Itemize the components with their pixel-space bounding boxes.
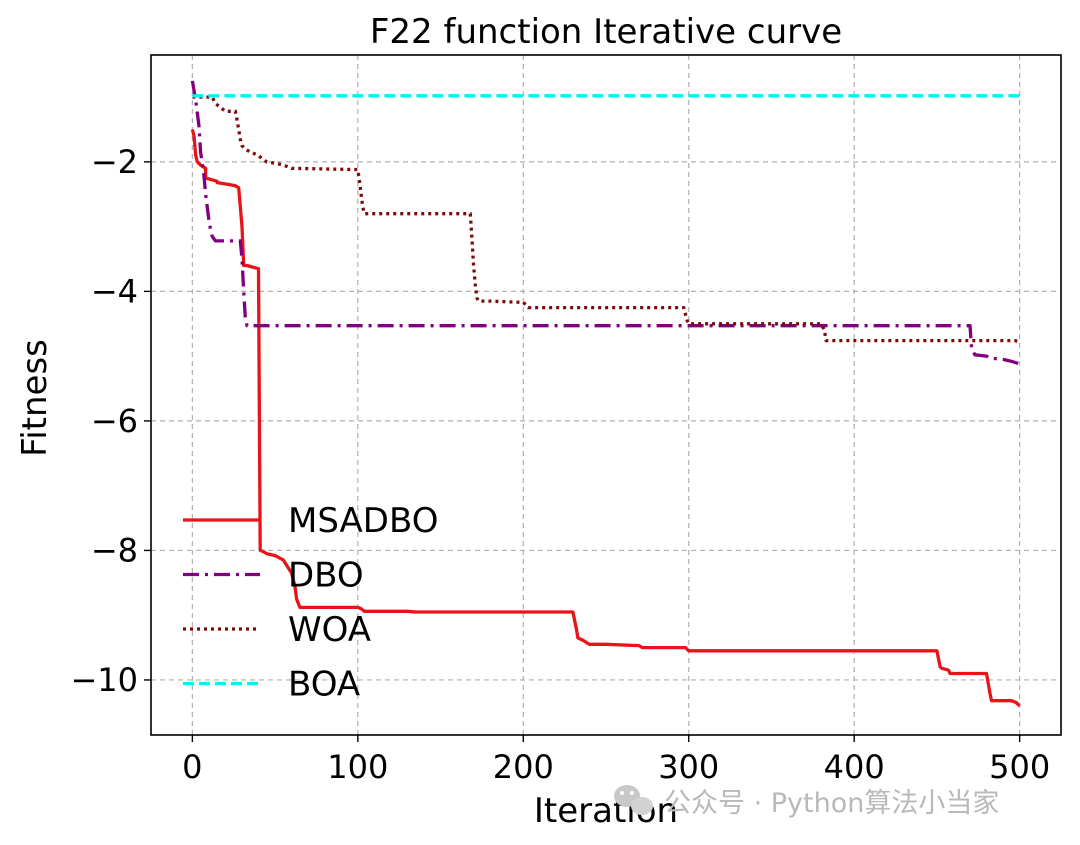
watermark: 公众号 · Python算法小当家 [614,785,999,819]
plot-frame [150,54,1062,736]
x-tick-label: 300 [658,748,719,786]
legend-label-woa: WOA [288,610,371,650]
y-tick-label: −6 [91,402,138,440]
x-axis-label: Iteration [534,791,678,831]
legend-label-msadbo: MSADBO [288,501,438,541]
chart-title: F22 function Iterative curve [370,12,842,52]
series-line-msadbo [190,129,1021,708]
y-tick-label: −4 [91,272,138,310]
legend-label-boa: BOA [288,665,360,705]
series-lines [190,80,1021,708]
x-tick-label: 500 [989,748,1050,786]
y-axis-label: Fitness [15,339,55,457]
x-tick-label: 400 [824,748,885,786]
series-line-dbo [190,80,1021,366]
grid-lines [151,55,1061,735]
y-tick-label: −8 [91,531,138,569]
watermark-text: 公众号 · Python算法小当家 [664,788,999,819]
x-tick-label: 100 [327,748,388,786]
y-tick-label: −2 [91,143,138,181]
y-tick-label: −10 [70,661,138,699]
x-tick-label: 0 [182,748,202,786]
axis-ticks: 0 100 200 300 400 500 −2 −4 −6 −8 −10 [70,143,1050,786]
series-line-woa [192,95,1021,344]
legend: MSADBO DBO WOA BOA [183,501,438,705]
x-tick-label: 200 [493,748,554,786]
wechat-icon [614,785,653,815]
legend-label-dbo: DBO [288,556,364,596]
